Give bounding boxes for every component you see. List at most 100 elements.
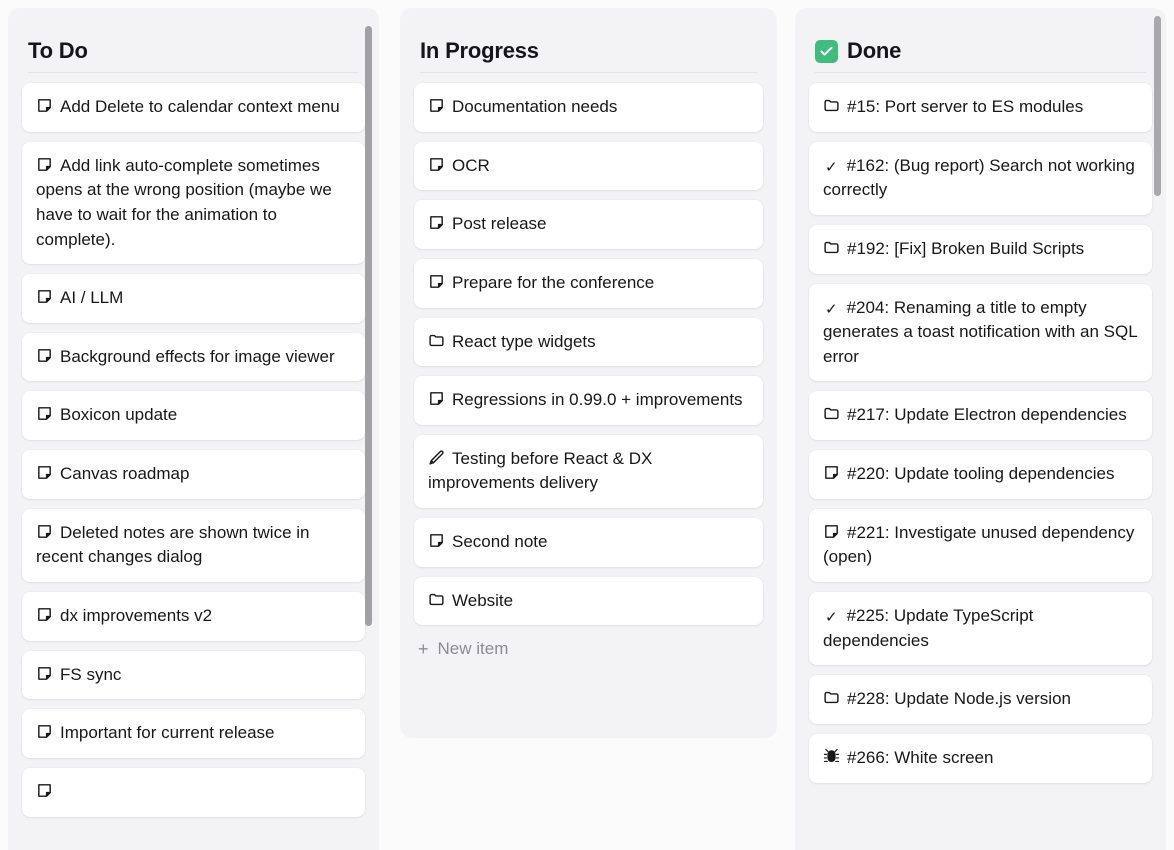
note-icon [36, 665, 53, 682]
card-title: FS sync [60, 664, 122, 684]
scrollbar-thumb[interactable] [1154, 16, 1161, 196]
card[interactable]: Background effects for image viewer [22, 332, 365, 382]
card-list-in-progress: Documentation needs OCR Post release Prepar… [412, 83, 765, 626]
note-icon [36, 347, 53, 364]
card[interactable]: #192: [Fix] Broken Build Scripts [809, 224, 1152, 274]
card[interactable]: #266: White screen [809, 733, 1152, 783]
card[interactable]: Canvas roadmap [22, 450, 365, 499]
column-in-progress: In Progress Documentation needs OCR Post r… [400, 8, 777, 738]
note-icon [428, 156, 445, 173]
card-title: Deleted notes are shown twice in recent … [36, 522, 310, 567]
folder-icon [823, 239, 840, 256]
note-icon [428, 273, 445, 290]
card-list-done: #15: Port server to ES modules ✓ #162: (Bu… [807, 83, 1154, 783]
card[interactable]: Second note [414, 518, 763, 567]
card[interactable]: Post release [414, 200, 763, 249]
column-title: Done [847, 38, 902, 63]
card[interactable]: Deleted notes are shown twice in recent … [22, 508, 365, 583]
folder-icon [428, 332, 445, 349]
card[interactable]: #228: Update Node.js version [809, 675, 1152, 724]
card[interactable]: Add link auto-complete sometimes opens a… [22, 141, 365, 265]
card[interactable]: Boxicon update [22, 391, 365, 441]
card-title: #15: Port server to ES modules [847, 97, 1084, 116]
header-divider [815, 72, 1146, 73]
card[interactable]: Prepare for the conference [414, 258, 763, 308]
note-icon [36, 288, 53, 305]
scrollbar-done[interactable] [1154, 8, 1162, 850]
card[interactable]: AI / LLM [22, 274, 365, 323]
card-title: Documentation needs [452, 97, 618, 116]
green-checkbox-icon [815, 39, 838, 63]
card-title: AI / LLM [60, 288, 124, 308]
note-icon [428, 532, 445, 549]
column-done: Done #15: Port server to ES modules ✓ #162… [795, 8, 1166, 850]
card[interactable]: React type widgets [414, 317, 763, 367]
card[interactable]: FS sync [22, 650, 365, 700]
column-title: To Do [28, 38, 88, 63]
note-icon [823, 464, 840, 481]
card-title: #228: Update Node.js version [847, 689, 1071, 709]
note-icon [36, 723, 53, 740]
card[interactable]: #221: Investigate unused dependency (ope… [809, 508, 1152, 583]
card-title: Second note [452, 532, 548, 552]
card[interactable]: Add Delete to calendar context menu [22, 83, 365, 132]
card[interactable]: ✓ #225: Update TypeScript dependencies [809, 592, 1152, 666]
note-icon [428, 97, 445, 114]
card[interactable]: #15: Port server to ES modules [809, 83, 1152, 132]
note-icon [36, 523, 53, 540]
card[interactable]: #220: Update tooling dependencies [809, 450, 1152, 499]
card-title: #204: Renaming a title to empty generate… [823, 297, 1138, 366]
new-item-button[interactable]: + New item [412, 625, 765, 659]
card-title: #217: Update Electron dependencies [847, 405, 1127, 425]
card-title: Canvas roadmap [60, 464, 190, 484]
card[interactable]: ✓ #162: (Bug report) Search not working c… [809, 141, 1152, 215]
column-header-todo: To Do [20, 8, 367, 72]
card[interactable] [22, 767, 365, 817]
scrollbar-todo[interactable] [365, 8, 373, 850]
note-icon [36, 606, 53, 623]
folder-icon [823, 405, 840, 422]
bug-icon [823, 748, 840, 765]
note-icon [36, 464, 53, 481]
plus-icon: + [418, 639, 429, 660]
note-icon [428, 214, 445, 231]
card-title: Background effects for image viewer [60, 346, 335, 366]
column-todo: To Do Add Delete to calendar context men… [8, 8, 379, 850]
header-divider [28, 72, 359, 73]
card-title: #162: (Bug report) Search not working co… [823, 155, 1135, 200]
card[interactable]: Regressions in 0.99.0 + improvements [414, 376, 763, 425]
card[interactable]: #217: Update Electron dependencies [809, 391, 1152, 441]
note-icon [823, 523, 840, 540]
card[interactable]: Website [414, 576, 763, 626]
card-title: #221: Investigate unused dependency (ope… [823, 522, 1135, 567]
card-title: #220: Update tooling dependencies [847, 464, 1115, 484]
card-title: OCR [452, 155, 490, 175]
card[interactable]: Important for current release [22, 709, 365, 758]
card-title: #266: White screen [847, 747, 994, 767]
card[interactable]: Testing before React & DX improvements d… [414, 434, 763, 509]
card-title: Boxicon update [60, 405, 178, 425]
note-icon [428, 390, 445, 407]
card-title: Important for current release [60, 723, 275, 743]
card-title: Add Delete to calendar context menu [60, 97, 340, 116]
card-title: Testing before React & DX improvements d… [428, 448, 653, 493]
folder-icon [428, 591, 445, 608]
column-header-in-progress: In Progress [412, 8, 765, 72]
header-divider [420, 72, 757, 73]
folder-icon [823, 689, 840, 706]
card-title: dx improvements v2 [60, 606, 213, 626]
note-icon [36, 782, 53, 799]
card-title: Add link auto-complete sometimes opens a… [36, 155, 332, 249]
card[interactable]: Documentation needs [414, 83, 763, 132]
card-title: #225: Update TypeScript dependencies [823, 606, 1034, 650]
folder-icon [823, 97, 840, 114]
scrollbar-thumb[interactable] [365, 26, 372, 626]
card[interactable]: ✓ #204: Renaming a title to empty generat… [809, 283, 1152, 382]
card[interactable]: OCR [414, 141, 763, 191]
card-title: #192: [Fix] Broken Build Scripts [847, 238, 1085, 258]
check-icon: ✓ [825, 158, 838, 176]
card[interactable]: dx improvements v2 [22, 592, 365, 641]
card-title: Regressions in 0.99.0 + improvements [452, 390, 743, 410]
note-icon [36, 405, 53, 422]
